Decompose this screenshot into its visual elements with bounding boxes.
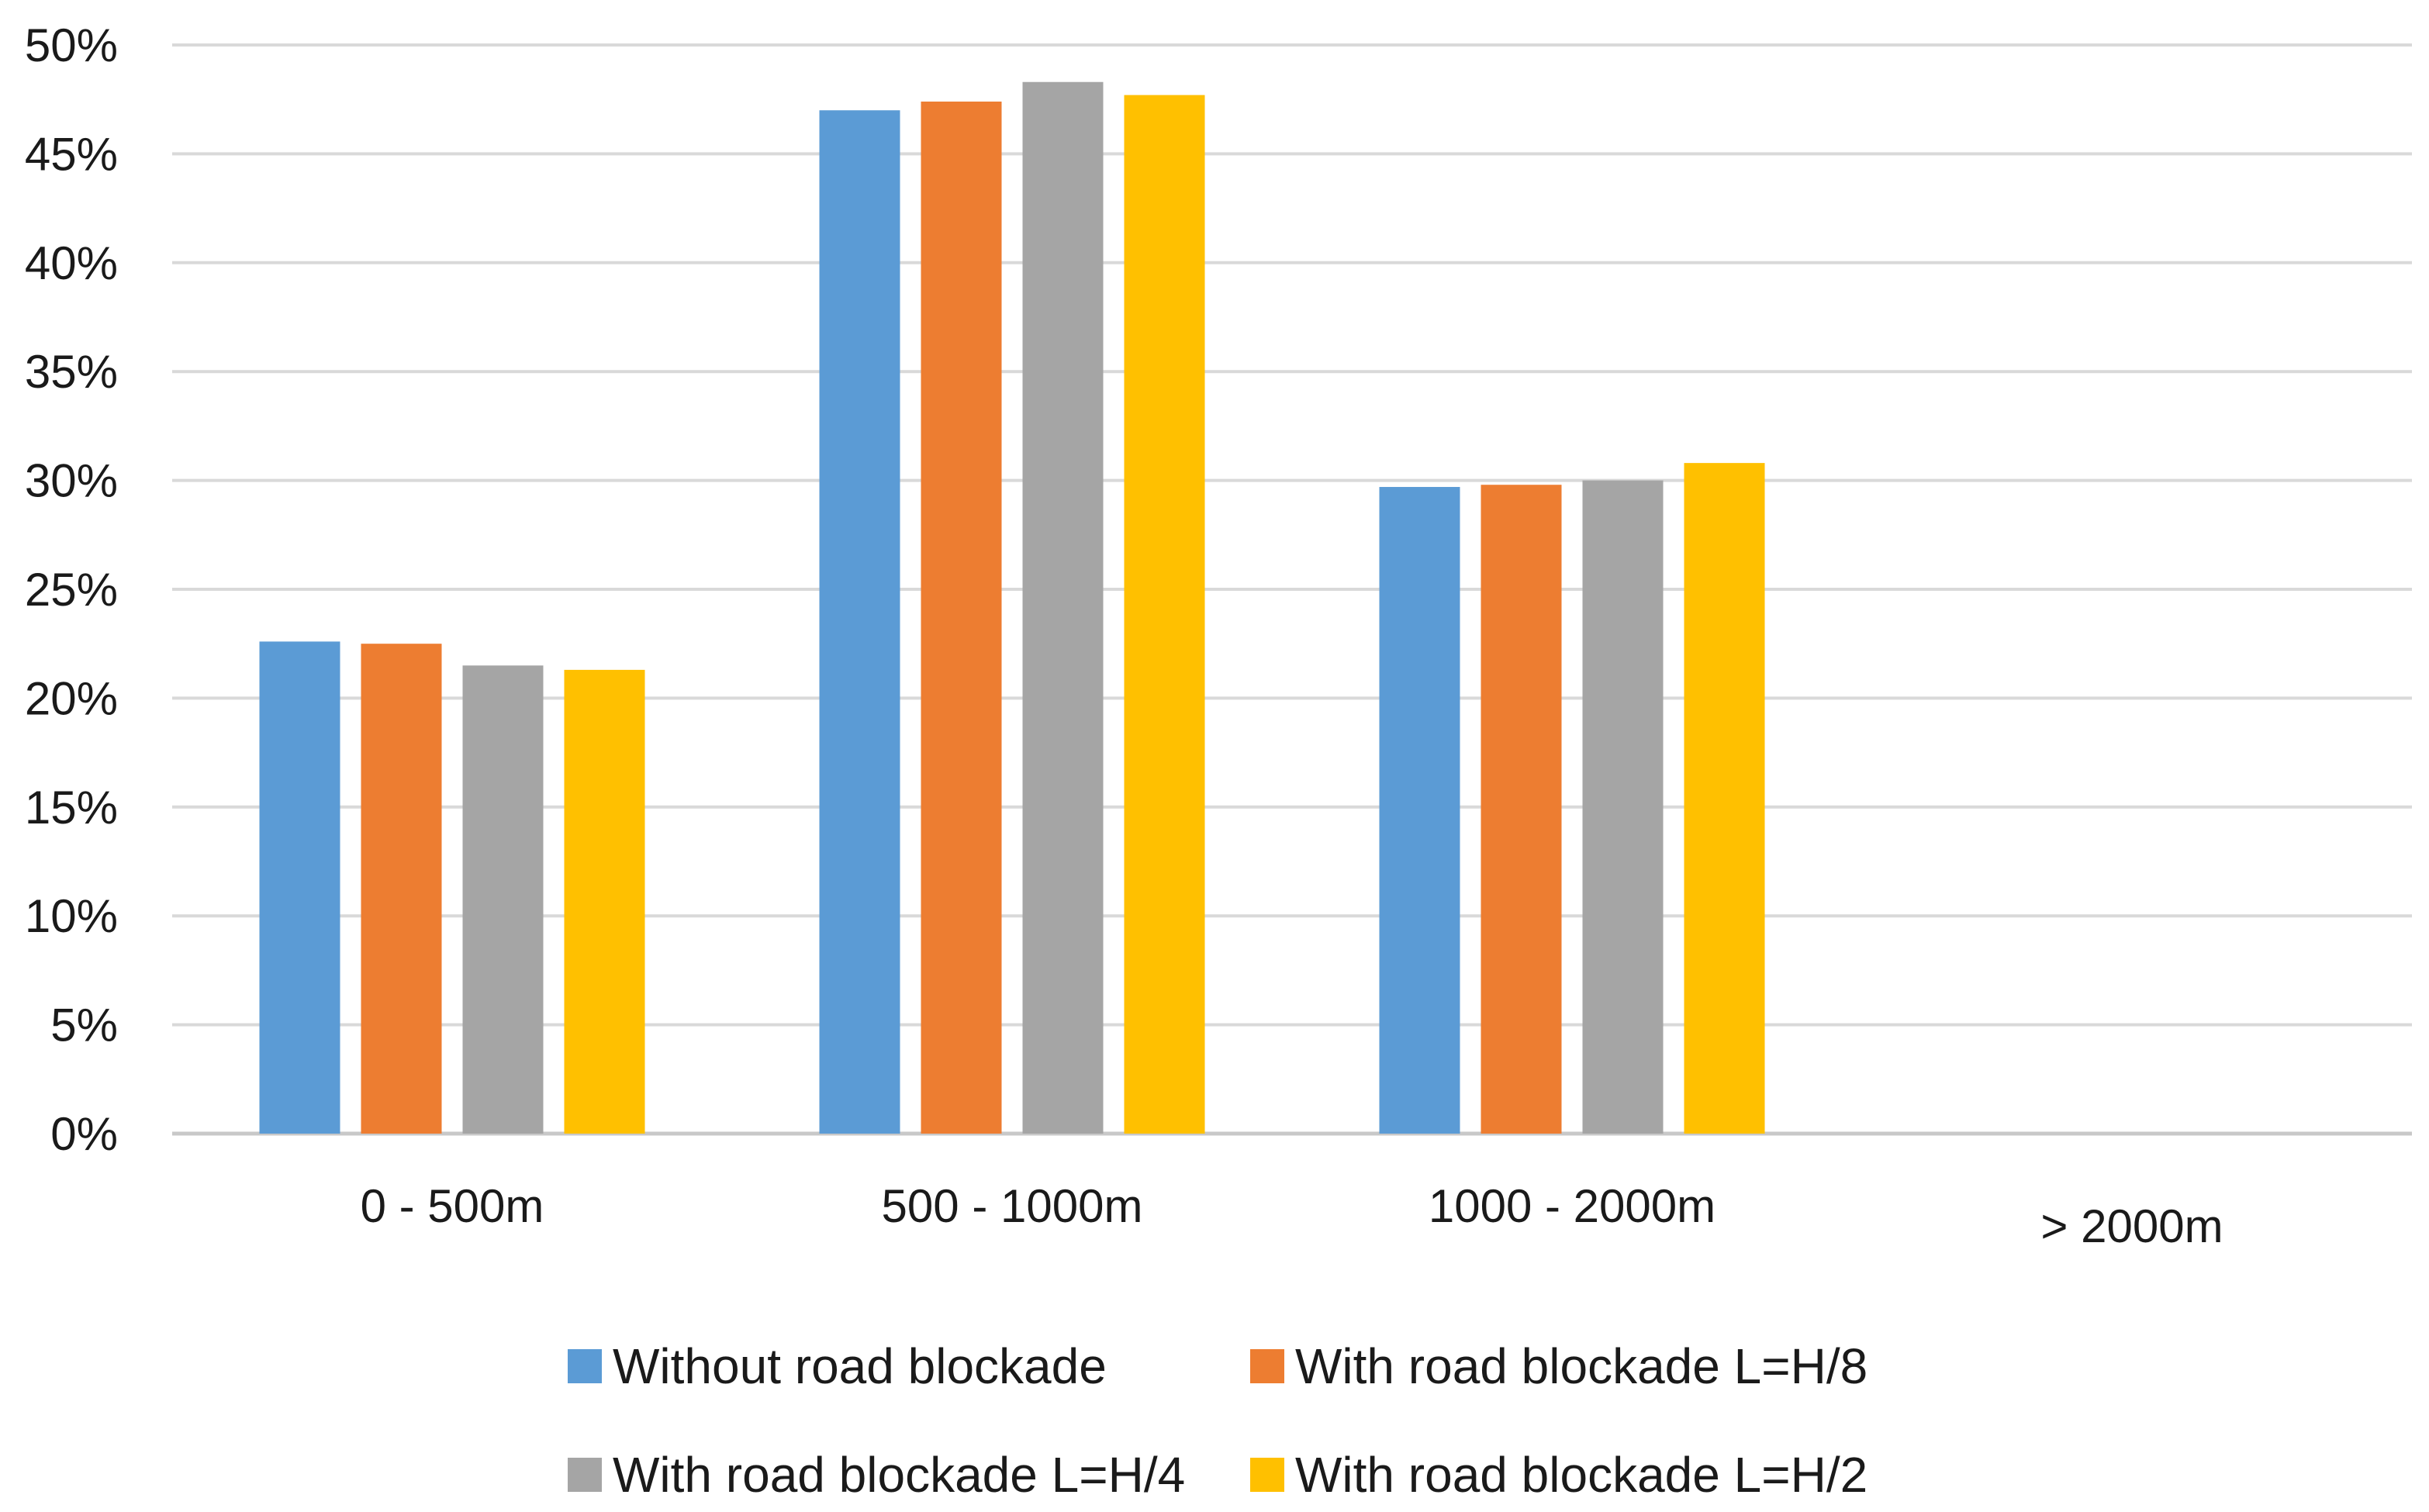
legend: Without road blockade With road blockade … (568, 1338, 1868, 1503)
legend-item: With road blockade L=H/8 (1250, 1338, 1868, 1394)
y-tick-label: 10% (25, 890, 118, 942)
legend-swatch (568, 1349, 602, 1383)
legend-swatch (568, 1458, 602, 1492)
bars (259, 81, 1765, 1134)
bar (921, 102, 1002, 1134)
y-tick-label: 5% (50, 999, 118, 1051)
bar (1379, 487, 1460, 1134)
bar (361, 644, 442, 1134)
y-tick-label: 15% (25, 782, 118, 834)
x-tick-label: 500 - 1000m (882, 1180, 1143, 1232)
y-tick-label: 50% (25, 19, 118, 71)
bar (1022, 81, 1104, 1134)
bar (1684, 463, 1765, 1134)
y-tick-label: 30% (25, 455, 118, 507)
gridlines (172, 43, 2412, 1136)
legend-label: With road blockade L=H/4 (613, 1447, 1185, 1503)
bar (259, 641, 340, 1134)
legend-label: With road blockade L=H/2 (1295, 1447, 1868, 1503)
y-tick-label: 20% (25, 672, 118, 724)
bar (462, 665, 544, 1134)
bar (564, 669, 645, 1134)
legend-item: Without road blockade (568, 1338, 1107, 1394)
x-tick-label: 1000 - 2000m (1429, 1180, 1716, 1232)
legend-item: With road blockade L=H/4 (568, 1447, 1185, 1503)
legend-item: With road blockade L=H/2 (1250, 1447, 1868, 1503)
y-tick-label: 40% (25, 237, 118, 289)
x-axis-tick-labels: 0 - 500m 500 - 1000m 1000 - 2000m > 2000m (361, 1180, 2223, 1252)
y-tick-label: 45% (25, 128, 118, 180)
x-tick-label: 0 - 500m (361, 1180, 544, 1232)
y-tick-label: 25% (25, 564, 118, 616)
bar (1481, 485, 1562, 1134)
legend-swatch (1250, 1458, 1284, 1492)
legend-swatch (1250, 1349, 1284, 1383)
bar (1124, 95, 1205, 1134)
legend-label: With road blockade L=H/8 (1295, 1338, 1868, 1394)
y-tick-label: 0% (50, 1108, 118, 1160)
bar (819, 110, 900, 1134)
bar (1582, 480, 1664, 1134)
legend-label: Without road blockade (613, 1338, 1107, 1394)
x-tick-label: > 2000m (2040, 1200, 2223, 1252)
y-axis-tick-labels: 0% 5% 10% 15% 20% 25% 30% 35% 40% 45% 50% (25, 19, 118, 1160)
y-tick-label: 35% (25, 346, 118, 398)
